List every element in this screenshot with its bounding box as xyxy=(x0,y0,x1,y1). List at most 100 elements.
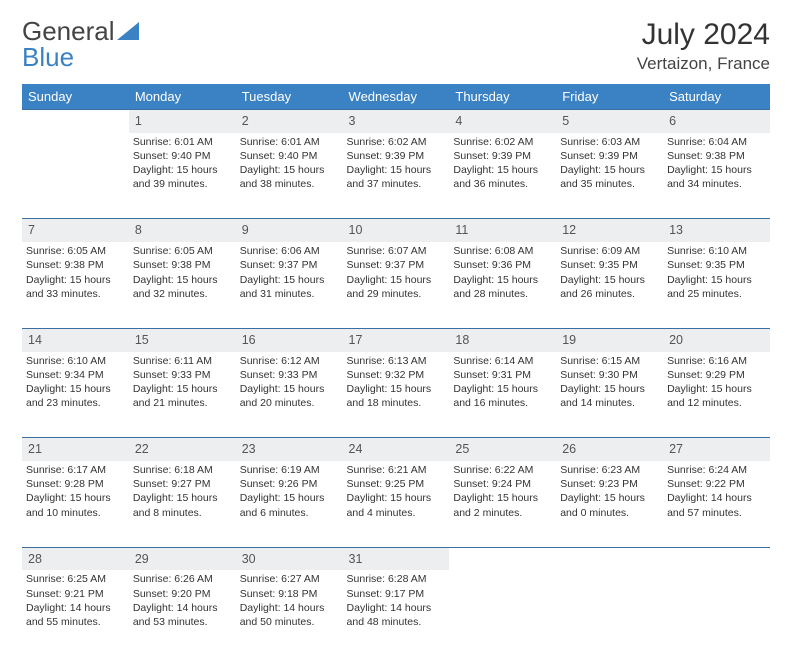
sunrise-line: Sunrise: 6:05 AM xyxy=(133,244,232,258)
day-number-cell: 14 xyxy=(22,328,129,351)
day-number-cell: 15 xyxy=(129,328,236,351)
day-content-cell: Sunrise: 6:01 AMSunset: 9:40 PMDaylight:… xyxy=(129,133,236,219)
day-number-cell: 31 xyxy=(343,547,450,570)
sunrise-line: Sunrise: 6:11 AM xyxy=(133,354,232,368)
day-content-cell: Sunrise: 6:16 AMSunset: 9:29 PMDaylight:… xyxy=(663,352,770,438)
day-content-cell: Sunrise: 6:19 AMSunset: 9:26 PMDaylight:… xyxy=(236,461,343,547)
sunset-line: Sunset: 9:37 PM xyxy=(240,258,339,272)
day-content-cell: Sunrise: 6:10 AMSunset: 9:35 PMDaylight:… xyxy=(663,242,770,328)
day-content-cell: Sunrise: 6:25 AMSunset: 9:21 PMDaylight:… xyxy=(22,570,129,656)
sunset-line: Sunset: 9:25 PM xyxy=(347,477,446,491)
sunset-line: Sunset: 9:37 PM xyxy=(347,258,446,272)
day-content-cell: Sunrise: 6:27 AMSunset: 9:18 PMDaylight:… xyxy=(236,570,343,656)
title-block: July 2024 Vertaizon, France xyxy=(637,18,770,74)
sunrise-line: Sunrise: 6:05 AM xyxy=(26,244,125,258)
day-number-cell xyxy=(22,110,129,133)
day-content-row: Sunrise: 6:01 AMSunset: 9:40 PMDaylight:… xyxy=(22,133,770,219)
logo: General Blue xyxy=(22,18,139,70)
day-content-cell xyxy=(556,570,663,656)
day-content-cell: Sunrise: 6:09 AMSunset: 9:35 PMDaylight:… xyxy=(556,242,663,328)
day-content-row: Sunrise: 6:10 AMSunset: 9:34 PMDaylight:… xyxy=(22,352,770,438)
day-content-cell: Sunrise: 6:17 AMSunset: 9:28 PMDaylight:… xyxy=(22,461,129,547)
day-number-cell: 17 xyxy=(343,328,450,351)
day-number-cell: 20 xyxy=(663,328,770,351)
day-number-row: 28293031 xyxy=(22,547,770,570)
day-content-cell: Sunrise: 6:06 AMSunset: 9:37 PMDaylight:… xyxy=(236,242,343,328)
day-number-row: 78910111213 xyxy=(22,219,770,242)
day-number-cell: 23 xyxy=(236,438,343,461)
day-content-cell: Sunrise: 6:01 AMSunset: 9:40 PMDaylight:… xyxy=(236,133,343,219)
daylight-line: Daylight: 15 hours and 20 minutes. xyxy=(240,382,339,410)
sunrise-line: Sunrise: 6:08 AM xyxy=(453,244,552,258)
daylight-line: Daylight: 15 hours and 34 minutes. xyxy=(667,163,766,191)
sunrise-line: Sunrise: 6:02 AM xyxy=(347,135,446,149)
daylight-line: Daylight: 15 hours and 39 minutes. xyxy=(133,163,232,191)
daylight-line: Daylight: 15 hours and 32 minutes. xyxy=(133,273,232,301)
sunset-line: Sunset: 9:29 PM xyxy=(667,368,766,382)
day-number-cell: 4 xyxy=(449,110,556,133)
day-number-cell xyxy=(449,547,556,570)
daylight-line: Daylight: 15 hours and 35 minutes. xyxy=(560,163,659,191)
day-number-cell: 7 xyxy=(22,219,129,242)
day-number-cell: 30 xyxy=(236,547,343,570)
day-number-cell: 13 xyxy=(663,219,770,242)
day-number-cell: 1 xyxy=(129,110,236,133)
day-number-row: 21222324252627 xyxy=(22,438,770,461)
day-content-row: Sunrise: 6:17 AMSunset: 9:28 PMDaylight:… xyxy=(22,461,770,547)
day-content-cell xyxy=(663,570,770,656)
sunrise-line: Sunrise: 6:10 AM xyxy=(667,244,766,258)
sunset-line: Sunset: 9:38 PM xyxy=(667,149,766,163)
logo-text-blue: Blue xyxy=(22,42,74,72)
sunrise-line: Sunrise: 6:06 AM xyxy=(240,244,339,258)
daylight-line: Daylight: 15 hours and 14 minutes. xyxy=(560,382,659,410)
sunset-line: Sunset: 9:35 PM xyxy=(560,258,659,272)
sunrise-line: Sunrise: 6:07 AM xyxy=(347,244,446,258)
day-content-cell: Sunrise: 6:08 AMSunset: 9:36 PMDaylight:… xyxy=(449,242,556,328)
weekday-header: Saturday xyxy=(663,84,770,110)
sunrise-line: Sunrise: 6:18 AM xyxy=(133,463,232,477)
daylight-line: Daylight: 14 hours and 53 minutes. xyxy=(133,601,232,629)
daylight-line: Daylight: 14 hours and 50 minutes. xyxy=(240,601,339,629)
day-number-cell: 28 xyxy=(22,547,129,570)
day-number-cell xyxy=(556,547,663,570)
sunrise-line: Sunrise: 6:01 AM xyxy=(240,135,339,149)
daylight-line: Daylight: 15 hours and 21 minutes. xyxy=(133,382,232,410)
day-content-cell: Sunrise: 6:11 AMSunset: 9:33 PMDaylight:… xyxy=(129,352,236,438)
sunset-line: Sunset: 9:27 PM xyxy=(133,477,232,491)
weekday-header: Thursday xyxy=(449,84,556,110)
sunset-line: Sunset: 9:34 PM xyxy=(26,368,125,382)
sunset-line: Sunset: 9:28 PM xyxy=(26,477,125,491)
sunset-line: Sunset: 9:38 PM xyxy=(133,258,232,272)
sunrise-line: Sunrise: 6:28 AM xyxy=(347,572,446,586)
day-number-cell: 26 xyxy=(556,438,663,461)
sunrise-line: Sunrise: 6:15 AM xyxy=(560,354,659,368)
daylight-line: Daylight: 15 hours and 31 minutes. xyxy=(240,273,339,301)
sunset-line: Sunset: 9:32 PM xyxy=(347,368,446,382)
daylight-line: Daylight: 15 hours and 25 minutes. xyxy=(667,273,766,301)
sunrise-line: Sunrise: 6:14 AM xyxy=(453,354,552,368)
day-content-cell xyxy=(22,133,129,219)
calendar-table: SundayMondayTuesdayWednesdayThursdayFrid… xyxy=(22,84,770,656)
day-number-row: 123456 xyxy=(22,110,770,133)
sunset-line: Sunset: 9:33 PM xyxy=(240,368,339,382)
day-number-cell: 8 xyxy=(129,219,236,242)
sunset-line: Sunset: 9:26 PM xyxy=(240,477,339,491)
day-number-cell: 27 xyxy=(663,438,770,461)
day-content-cell: Sunrise: 6:24 AMSunset: 9:22 PMDaylight:… xyxy=(663,461,770,547)
day-number-cell: 6 xyxy=(663,110,770,133)
day-number-cell: 11 xyxy=(449,219,556,242)
daylight-line: Daylight: 15 hours and 37 minutes. xyxy=(347,163,446,191)
day-number-cell: 19 xyxy=(556,328,663,351)
sunrise-line: Sunrise: 6:24 AM xyxy=(667,463,766,477)
sunset-line: Sunset: 9:36 PM xyxy=(453,258,552,272)
day-content-row: Sunrise: 6:05 AMSunset: 9:38 PMDaylight:… xyxy=(22,242,770,328)
day-content-cell: Sunrise: 6:22 AMSunset: 9:24 PMDaylight:… xyxy=(449,461,556,547)
day-number-cell: 18 xyxy=(449,328,556,351)
sunrise-line: Sunrise: 6:23 AM xyxy=(560,463,659,477)
sunrise-line: Sunrise: 6:19 AM xyxy=(240,463,339,477)
sunrise-line: Sunrise: 6:16 AM xyxy=(667,354,766,368)
sunrise-line: Sunrise: 6:27 AM xyxy=(240,572,339,586)
sunset-line: Sunset: 9:23 PM xyxy=(560,477,659,491)
sunrise-line: Sunrise: 6:09 AM xyxy=(560,244,659,258)
daylight-line: Daylight: 15 hours and 8 minutes. xyxy=(133,491,232,519)
